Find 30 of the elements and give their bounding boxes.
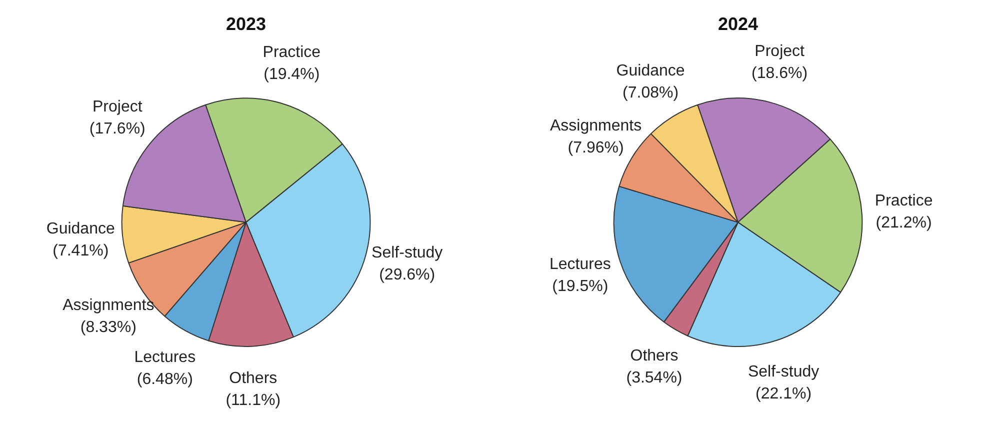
data-label: (8.33%)	[80, 318, 136, 336]
data-label: (21.2%)	[876, 214, 932, 232]
data-label: (6.48%)	[136, 370, 193, 388]
chart-title: 2024	[718, 14, 758, 34]
slice-label: Project	[754, 42, 806, 60]
data-label: (7.96%)	[568, 140, 624, 157]
slice-label: Self-study	[748, 364, 820, 381]
slice-label: Practice	[262, 44, 321, 61]
slice-label: Assignments	[62, 296, 154, 314]
slice-label: Project	[92, 98, 143, 116]
slice-label: Assignments	[550, 118, 642, 135]
slice-label: Others	[229, 370, 278, 387]
data-label: (3.54%)	[626, 369, 682, 386]
slice-label: Lectures	[549, 256, 611, 273]
data-label: (19.5%)	[552, 278, 608, 295]
slice-label: Guidance	[46, 220, 115, 238]
data-label: (17.6%)	[89, 120, 146, 138]
data-label: (18.6%)	[752, 64, 808, 82]
slice-label: Guidance	[616, 62, 685, 80]
data-label: (29.6%)	[379, 266, 436, 284]
slice-label: Self-study	[372, 244, 443, 262]
data-label: (11.1%)	[226, 392, 281, 409]
data-label: (22.1%)	[756, 386, 812, 403]
slice-label: Lectures	[134, 348, 196, 366]
chart-title: 2023	[226, 14, 266, 34]
data-label: (19.4%)	[264, 66, 320, 83]
slice-label: Others	[630, 347, 678, 364]
data-label: (7.41%)	[52, 242, 109, 260]
data-label: (7.08%)	[622, 84, 679, 102]
slice-label: Practice	[874, 192, 933, 210]
